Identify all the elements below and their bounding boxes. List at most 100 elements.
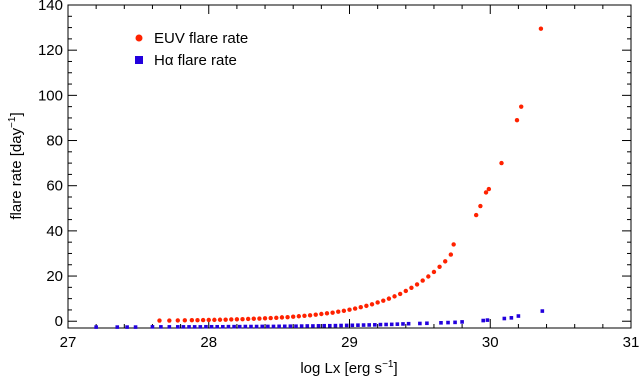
data-point-halpha — [94, 325, 98, 329]
data-point-euv — [448, 252, 454, 257]
data-point-halpha — [389, 322, 394, 327]
data-point-euv — [206, 317, 211, 323]
data-point-halpha — [271, 324, 276, 329]
data-point-halpha — [187, 325, 191, 329]
data-point-euv — [392, 294, 397, 299]
legend-label-halpha: Hα flare rate — [154, 52, 237, 69]
data-point-euv — [358, 305, 363, 310]
data-point-halpha — [133, 325, 138, 329]
data-point-euv — [234, 317, 240, 322]
data-point-halpha — [266, 324, 270, 329]
data-point-euv — [414, 282, 420, 287]
data-point-euv — [514, 117, 520, 123]
data-point-halpha — [339, 323, 343, 328]
data-point-halpha — [209, 324, 214, 329]
data-point-euv — [279, 315, 285, 320]
x-tick-label: 27 — [60, 334, 77, 351]
data-point-halpha — [181, 325, 186, 329]
data-point-halpha — [299, 324, 304, 328]
data-point-halpha — [115, 325, 120, 329]
y-tick-label: 0 — [55, 313, 63, 330]
data-point-halpha — [344, 323, 349, 328]
data-point-euv — [443, 259, 448, 264]
legend-label-euv: EUV flare rate — [154, 30, 248, 47]
data-point-halpha — [406, 321, 411, 326]
data-point-halpha — [367, 323, 372, 327]
data-point-euv — [313, 312, 318, 317]
data-point-euv — [285, 314, 290, 320]
data-point-halpha — [481, 318, 486, 323]
data-point-euv — [483, 190, 489, 195]
data-point-euv — [519, 104, 524, 109]
data-point-halpha — [439, 321, 443, 325]
x-axis-label: log Lx [erg s−1] — [300, 359, 397, 377]
data-point-halpha — [509, 316, 514, 320]
y-tick-label: 100 — [38, 87, 63, 104]
data-point-halpha — [316, 324, 321, 328]
data-point-halpha — [333, 323, 338, 328]
data-point-halpha — [327, 323, 332, 328]
data-point-euv — [319, 311, 324, 317]
data-point-euv — [397, 291, 403, 297]
data-point-euv — [437, 264, 442, 269]
data-point-halpha — [150, 325, 155, 329]
y-axis-label: flare rate [day−1] — [7, 112, 25, 219]
x-tick-label: 30 — [482, 334, 499, 351]
data-point-halpha — [277, 324, 281, 329]
data-point-halpha — [502, 316, 507, 321]
data-point-euv — [330, 310, 335, 315]
data-point-euv — [352, 306, 358, 311]
data-point-euv — [296, 314, 302, 319]
data-point-euv — [189, 318, 195, 323]
data-point-halpha — [361, 323, 366, 327]
data-point-euv — [347, 307, 352, 312]
data-point-euv — [324, 311, 330, 316]
data-point-halpha — [453, 320, 457, 325]
tick-labels: 27 28 29 30 31 0 20 40 60 80 100 120 140 — [38, 0, 639, 351]
legend-marker-euv — [135, 34, 143, 42]
data-point-halpha — [378, 322, 383, 327]
data-point-halpha — [159, 325, 163, 329]
x-tick-label: 31 — [623, 334, 640, 351]
data-point-euv — [486, 186, 492, 192]
legend: EUV flare rate Hα flare rate — [135, 30, 248, 69]
x-tick-label: 29 — [341, 334, 358, 351]
data-point-euv — [195, 318, 200, 323]
data-point-euv — [175, 318, 180, 323]
data-point-euv — [274, 315, 279, 321]
data-point-euv — [473, 212, 479, 218]
data-point-halpha — [305, 324, 310, 328]
y-tick-label: 120 — [38, 42, 63, 59]
data-point-halpha — [516, 314, 521, 318]
legend-marker-halpha — [135, 56, 143, 64]
data-point-halpha — [215, 324, 219, 329]
data-point-euv — [223, 317, 228, 322]
data-point-halpha — [237, 324, 242, 329]
data-point-halpha — [350, 323, 355, 328]
data-point-halpha — [282, 324, 287, 329]
data-point-euv — [157, 318, 162, 323]
data-point-euv — [341, 308, 347, 314]
data-point-halpha — [373, 323, 377, 327]
data-point-halpha — [260, 324, 265, 329]
data-point-euv — [268, 315, 273, 321]
data-point-euv — [381, 298, 386, 303]
data-point-halpha — [243, 324, 248, 329]
data-point-halpha — [322, 323, 326, 328]
data-point-halpha — [395, 322, 400, 326]
data-point-halpha — [221, 324, 225, 329]
data-point-halpha — [425, 321, 429, 326]
data-marks — [94, 26, 545, 329]
y-tick-label: 20 — [46, 268, 63, 285]
data-point-halpha — [418, 321, 422, 326]
data-point-euv — [499, 160, 504, 166]
data-point-halpha — [254, 324, 259, 329]
data-point-halpha — [204, 324, 208, 329]
data-point-euv — [302, 313, 307, 319]
data-point-euv — [291, 314, 296, 319]
data-point-euv — [409, 285, 414, 290]
data-point-halpha — [401, 322, 405, 326]
data-point-euv — [375, 300, 380, 305]
x-tick-label: 28 — [200, 334, 217, 351]
